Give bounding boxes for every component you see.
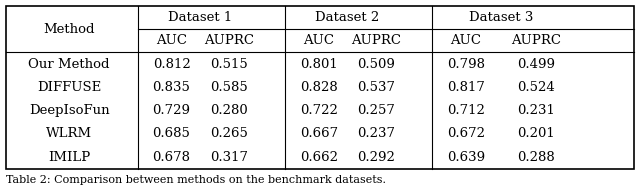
Text: 0.672: 0.672	[447, 127, 485, 140]
Text: 0.712: 0.712	[447, 104, 485, 117]
Text: AUC: AUC	[451, 34, 481, 47]
Text: 0.667: 0.667	[300, 127, 338, 140]
Text: 0.801: 0.801	[300, 57, 337, 71]
Text: 0.288: 0.288	[518, 151, 555, 164]
Text: 0.231: 0.231	[517, 104, 556, 117]
Text: 0.685: 0.685	[152, 127, 191, 140]
Text: 0.812: 0.812	[153, 57, 190, 71]
Text: 0.237: 0.237	[357, 127, 396, 140]
Text: WLRM: WLRM	[46, 127, 92, 140]
Text: 0.662: 0.662	[300, 151, 338, 164]
Text: 0.257: 0.257	[357, 104, 396, 117]
Text: Our Method: Our Method	[28, 57, 110, 71]
Text: 0.317: 0.317	[210, 151, 248, 164]
Bar	[6, 6, 634, 169]
Text: 0.524: 0.524	[518, 81, 555, 94]
Text: AUPRC: AUPRC	[511, 34, 561, 47]
Text: DeepIsoFun: DeepIsoFun	[29, 104, 109, 117]
Text: IMILP: IMILP	[48, 151, 90, 164]
Text: DIFFUSE: DIFFUSE	[37, 81, 101, 94]
Text: AUPRC: AUPRC	[204, 34, 254, 47]
Text: AUPRC: AUPRC	[351, 34, 401, 47]
Text: 0.537: 0.537	[357, 81, 396, 94]
Text: 0.201: 0.201	[518, 127, 555, 140]
Text: 0.729: 0.729	[152, 104, 191, 117]
Text: 0.292: 0.292	[357, 151, 396, 164]
Text: 0.515: 0.515	[211, 57, 248, 71]
Text: 0.678: 0.678	[152, 151, 191, 164]
Text: Dataset 3: Dataset 3	[469, 11, 533, 24]
Text: 0.280: 0.280	[211, 104, 248, 117]
Text: 0.585: 0.585	[211, 81, 248, 94]
Text: 0.509: 0.509	[357, 57, 396, 71]
Text: Method: Method	[44, 23, 95, 36]
Text: 0.265: 0.265	[210, 127, 248, 140]
Text: 0.639: 0.639	[447, 151, 485, 164]
Text: 0.817: 0.817	[447, 81, 485, 94]
Text: Dataset 1: Dataset 1	[168, 11, 232, 24]
Text: 0.835: 0.835	[152, 81, 191, 94]
Text: Dataset 2: Dataset 2	[316, 11, 380, 24]
Text: 0.828: 0.828	[300, 81, 337, 94]
Text: AUC: AUC	[303, 34, 334, 47]
Text: 0.722: 0.722	[300, 104, 338, 117]
Text: Table 2: Comparison between methods on the benchmark datasets.: Table 2: Comparison between methods on t…	[6, 175, 387, 185]
Text: 0.499: 0.499	[517, 57, 556, 71]
Text: 0.798: 0.798	[447, 57, 485, 71]
Text: AUC: AUC	[156, 34, 187, 47]
